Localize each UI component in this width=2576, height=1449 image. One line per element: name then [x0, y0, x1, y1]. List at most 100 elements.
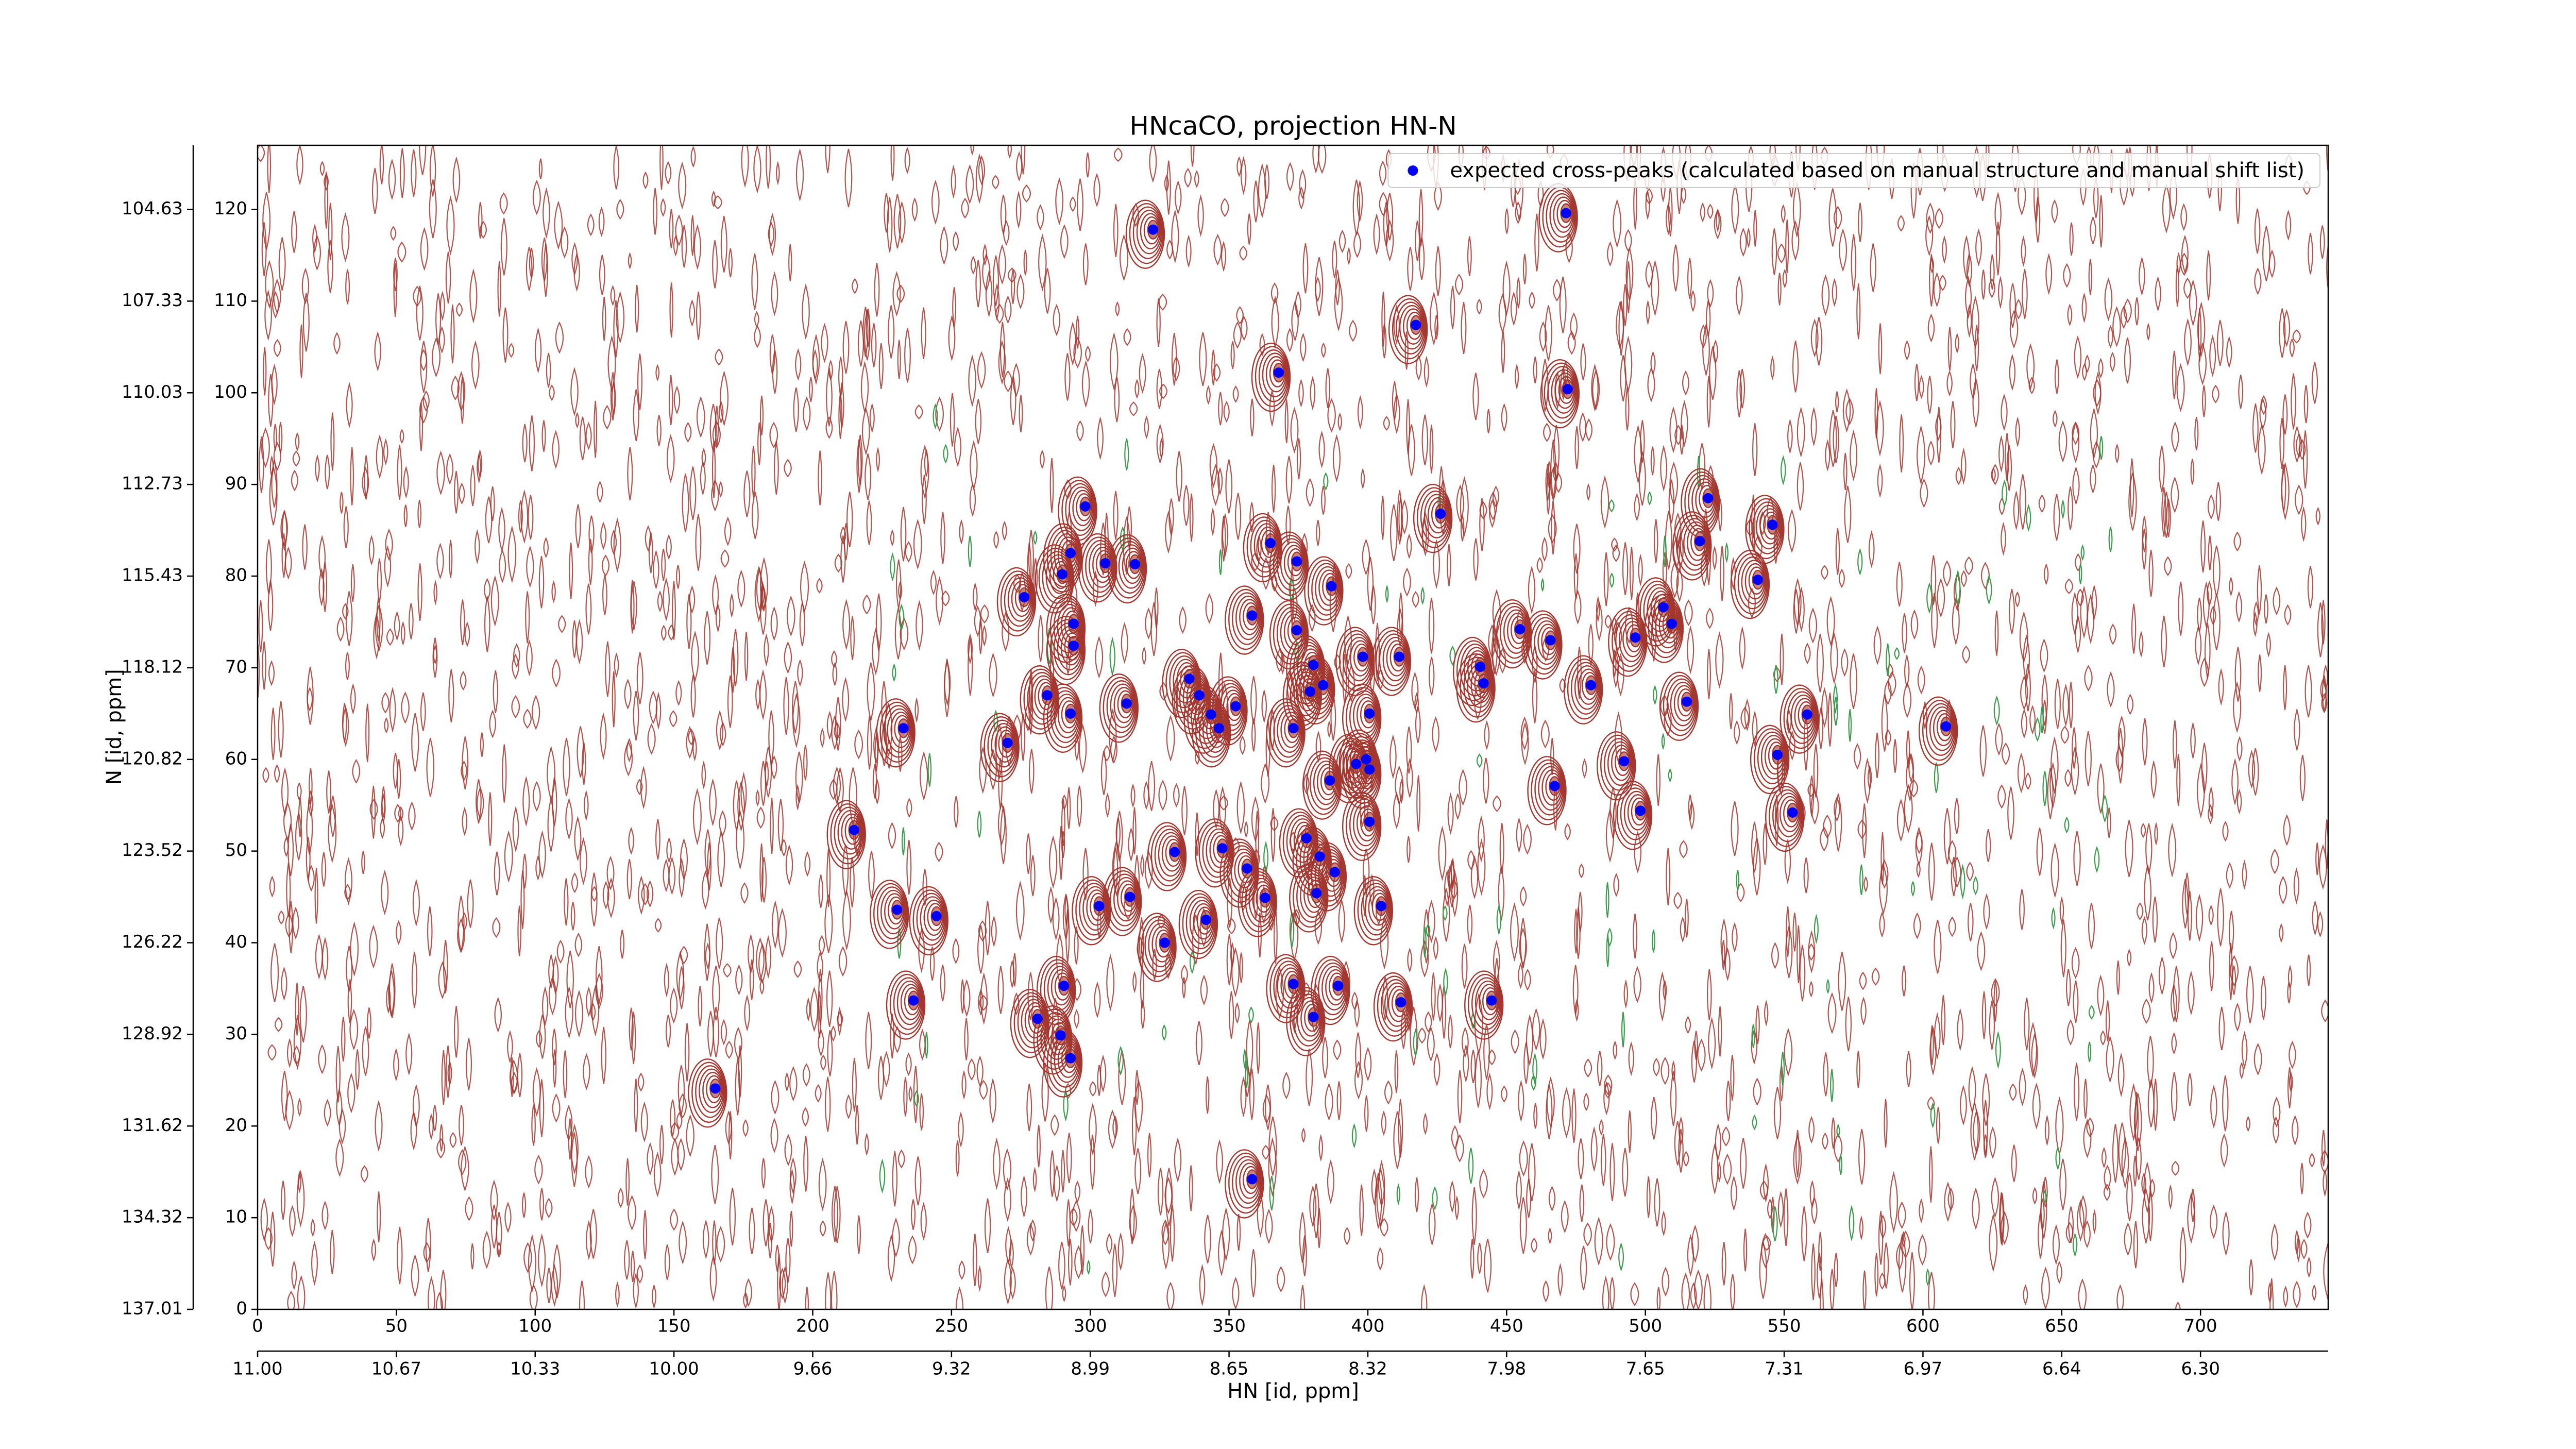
noise-contour [673, 385, 681, 415]
noise-contour [539, 1014, 546, 1059]
noise-contour [1236, 1214, 1241, 1251]
noise-contour [1751, 821, 1758, 873]
peak-contour [1238, 868, 1277, 937]
noise-contour [2101, 1147, 2107, 1168]
noise-contour [1239, 735, 1246, 755]
noise-contour [1301, 1127, 1306, 1143]
noise-contour [1023, 249, 1027, 276]
peak-contour [1047, 1018, 1069, 1055]
noise-contour [490, 1180, 498, 1221]
noise-contour [755, 937, 765, 982]
noise-contour [1850, 429, 1858, 481]
noise-contour [586, 986, 592, 1017]
noise-contour [2258, 654, 2262, 692]
noise-contour [459, 1105, 464, 1146]
noise-contour [826, 711, 833, 740]
noise-contour [1003, 1148, 1012, 1191]
noise-contour [2171, 1072, 2178, 1121]
noise-contour [695, 514, 702, 571]
noise-contour [602, 296, 606, 341]
noise-contour [1656, 1287, 1661, 1309]
peak-contour [1612, 611, 1647, 672]
cross-peak [1308, 660, 1319, 670]
noise-contour [725, 1040, 733, 1059]
peak-contour [1269, 359, 1286, 387]
noise-contour [743, 470, 751, 517]
noise-contour [1904, 784, 1913, 833]
cross-peak [1619, 756, 1630, 767]
noise-contour [1979, 725, 1987, 777]
noise-contour [1628, 1041, 1634, 1076]
peak-contour [1154, 829, 1185, 882]
noise-contour [1580, 343, 1586, 381]
noise-contour [1019, 395, 1023, 432]
noise-contour [1407, 247, 1414, 291]
noise-contour [583, 1053, 590, 1090]
noise-contour [2041, 1267, 2050, 1309]
noise-contour [1839, 228, 1848, 272]
noise-contour [1078, 723, 1087, 774]
peak-contour [1456, 653, 1496, 723]
noise-contour [543, 537, 549, 559]
noise-contour [1541, 536, 1548, 562]
noise-contour [2019, 889, 2025, 930]
noise-contour [529, 1284, 538, 1309]
peak-contour [1046, 687, 1082, 748]
noise-contour [489, 710, 496, 738]
noise-contour [273, 339, 281, 358]
peak-contour [1379, 633, 1410, 686]
noise-contour [806, 997, 811, 1022]
noise-contour [893, 1026, 901, 1053]
noise-contour [1916, 861, 1921, 878]
noise-contour [335, 1046, 341, 1103]
noise-contour [436, 450, 445, 496]
peak-contour [1085, 540, 1115, 593]
cross-peak [1247, 610, 1258, 621]
noise-contour [800, 560, 809, 613]
noise-contour [295, 813, 302, 861]
noise-contour [1258, 163, 1267, 218]
noise-contour [1991, 464, 1999, 485]
noise-contour [929, 947, 935, 981]
noise-contour [1041, 1063, 1049, 1122]
noise-contour [571, 1132, 578, 1187]
noise-contour [1830, 632, 1838, 685]
noise-contour [1454, 793, 1461, 820]
noise-contour [429, 145, 436, 197]
noise-contour [2060, 726, 2070, 744]
noise-contour [541, 238, 548, 282]
noise-contour [943, 444, 948, 464]
peak-contour [1043, 962, 1074, 1016]
noise-contour [2083, 1079, 2088, 1119]
noise-contour [677, 1138, 685, 1171]
noise-contour [631, 1012, 636, 1065]
noise-contour [888, 822, 896, 849]
y2-tick-label: 110.03 [122, 382, 183, 402]
noise-contour [2092, 1209, 2097, 1235]
noise-contour [954, 427, 962, 467]
noise-contour [1221, 516, 1226, 562]
peak-contour [1054, 972, 1071, 1001]
peak-contour [1304, 1003, 1320, 1032]
noise-contour [1317, 1208, 1321, 1249]
noise-contour [824, 1076, 831, 1132]
x-tick-label: 650 [2045, 1316, 2078, 1337]
noise-contour [1799, 945, 1806, 1002]
noise-contour [598, 206, 605, 237]
noise-contour [2040, 706, 2044, 733]
peak-contour [1125, 551, 1142, 579]
noise-contour [2121, 1136, 2129, 1189]
noise-contour [1050, 1114, 1059, 1136]
noise-contour [1406, 757, 1413, 799]
noise-contour [1808, 608, 1817, 644]
noise-contour [765, 761, 769, 787]
noise-contour [262, 767, 269, 783]
noise-contour [600, 712, 607, 760]
noise-contour [761, 1158, 766, 1189]
noise-contour [411, 951, 418, 1008]
y2-tick-label: 107.33 [122, 290, 183, 311]
noise-contour [1194, 170, 1199, 188]
noise-contour [2184, 872, 2190, 915]
x2-tick-label: 11.00 [232, 1359, 282, 1379]
noise-contour [1651, 1097, 1657, 1140]
